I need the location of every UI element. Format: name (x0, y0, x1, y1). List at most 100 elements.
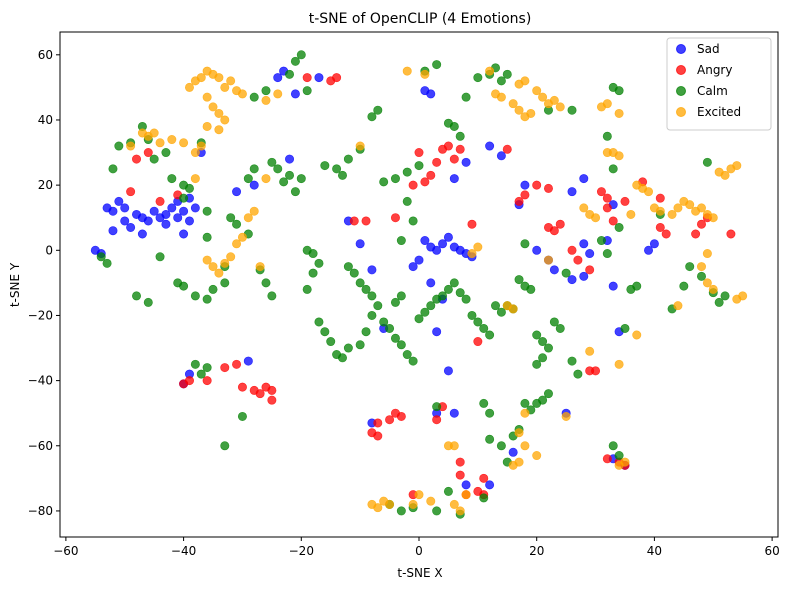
data-point (273, 73, 283, 83)
data-point (538, 353, 548, 363)
data-point (314, 73, 324, 83)
data-point (620, 196, 630, 206)
data-point (479, 398, 489, 408)
data-point (149, 206, 159, 216)
data-point (567, 275, 577, 285)
data-point (655, 206, 665, 216)
data-point (243, 356, 253, 366)
data-point (602, 193, 612, 203)
data-point (296, 50, 306, 60)
data-point (549, 226, 559, 236)
data-point (614, 222, 624, 232)
y-tick-label: 0 (45, 243, 53, 257)
data-point (137, 229, 147, 239)
data-point (496, 76, 506, 86)
data-point (173, 213, 183, 223)
data-point (143, 297, 153, 307)
data-point (320, 161, 330, 171)
data-point (438, 239, 448, 249)
data-point (302, 284, 312, 294)
data-point (361, 284, 371, 294)
data-point (149, 128, 159, 138)
data-point (591, 366, 601, 376)
data-point (355, 340, 365, 350)
data-point (702, 157, 712, 167)
data-point (279, 177, 289, 187)
data-point (591, 213, 601, 223)
data-point (443, 141, 453, 151)
data-point (426, 278, 436, 288)
data-point (132, 291, 142, 301)
data-point (549, 317, 559, 327)
data-point (520, 408, 530, 418)
x-tick-label: 0 (415, 544, 423, 558)
data-point (308, 268, 318, 278)
x-tick-label: 40 (647, 544, 662, 558)
data-point (308, 249, 318, 259)
data-point (614, 86, 624, 96)
data-point (126, 187, 136, 197)
data-point (108, 164, 118, 174)
data-point (608, 441, 618, 451)
data-point (267, 291, 277, 301)
data-point (455, 144, 465, 154)
data-point (290, 187, 300, 197)
data-point (302, 73, 312, 83)
data-point (402, 350, 412, 360)
data-point (414, 314, 424, 324)
y-axis-ticks: −80 −60 −40 −20 0 20 40 60 (28, 48, 60, 518)
y-tick-label: 20 (38, 178, 53, 192)
data-point (220, 363, 230, 373)
data-point (267, 395, 277, 405)
data-point (232, 359, 242, 369)
data-point (373, 418, 383, 428)
data-point (602, 131, 612, 141)
data-point (320, 327, 330, 337)
data-point (685, 262, 695, 272)
legend-label: Calm (697, 84, 728, 98)
data-point (438, 291, 448, 301)
data-point (249, 164, 259, 174)
data-point (167, 135, 177, 145)
data-point (249, 180, 259, 190)
data-point (644, 245, 654, 255)
data-point (396, 411, 406, 421)
data-point (161, 219, 171, 229)
data-point (408, 180, 418, 190)
data-point (502, 144, 512, 154)
data-point (608, 216, 618, 226)
data-point (543, 255, 553, 265)
data-point (96, 252, 106, 262)
data-point (179, 138, 189, 148)
data-point (614, 108, 624, 118)
data-point (385, 323, 395, 333)
data-point (190, 148, 200, 158)
data-point (408, 216, 418, 226)
legend-label: Excited (697, 105, 741, 119)
data-point (261, 174, 271, 184)
data-point (179, 281, 189, 291)
data-point (208, 284, 218, 294)
data-point (467, 249, 477, 259)
data-point (408, 262, 418, 272)
data-point (408, 499, 418, 509)
legend-marker (676, 65, 686, 75)
data-point (696, 262, 706, 272)
data-point (443, 232, 453, 242)
data-point (461, 294, 471, 304)
data-point (379, 317, 389, 327)
data-point (520, 441, 530, 451)
data-point (520, 398, 530, 408)
data-point (355, 278, 365, 288)
legend-marker (676, 107, 686, 117)
data-point (602, 203, 612, 213)
data-point (143, 148, 153, 158)
data-point (332, 73, 342, 83)
data-point (679, 281, 689, 291)
data-point (479, 473, 489, 483)
data-point (402, 167, 412, 177)
x-tick-label: −40 (171, 544, 196, 558)
data-point (114, 196, 124, 206)
